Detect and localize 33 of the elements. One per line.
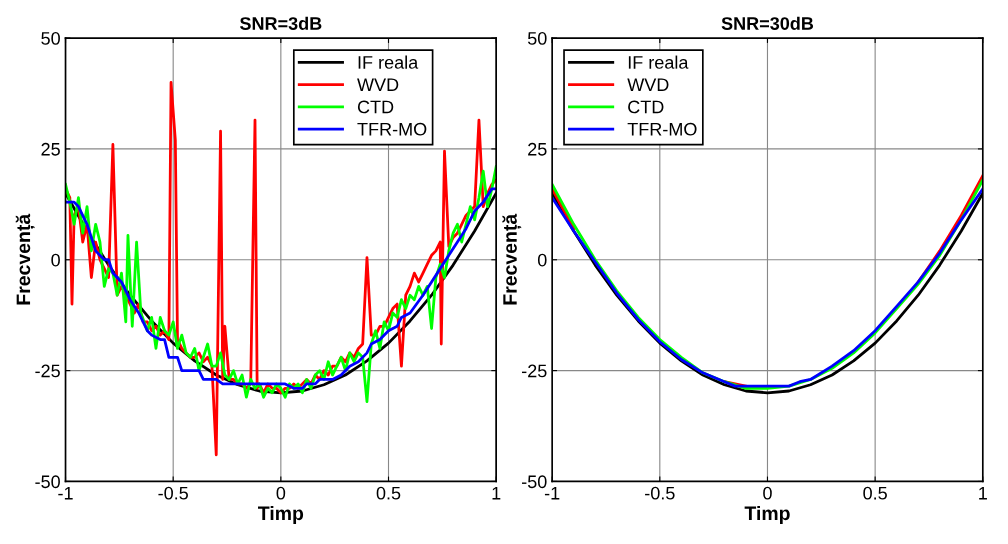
- y-tick-label: 0: [51, 253, 60, 267]
- y-tick-label: 0: [537, 253, 547, 267]
- x-tick-label: -1: [58, 486, 73, 500]
- legend-label: CTD: [628, 100, 664, 114]
- chart-title: SNR=3dB: [239, 16, 322, 30]
- legend-label: WVD: [357, 78, 399, 91]
- x-tick-label: 0: [763, 486, 772, 500]
- x-tick-label: 1: [492, 486, 501, 500]
- legend-label: TFR-MO: [627, 122, 697, 136]
- x-tick-label: 0.5: [376, 486, 401, 500]
- legend-label: IF reala: [628, 55, 689, 69]
- legend-label: WVD: [627, 78, 669, 91]
- y-tick-label: 50: [527, 32, 547, 45]
- y-tick-label: -25: [522, 364, 547, 378]
- y-axis-title: Frecvență: [502, 213, 522, 305]
- x-tick-label: -0.5: [158, 486, 188, 500]
- y-tick-label: -25: [35, 364, 60, 378]
- x-tick-label: -0.5: [645, 486, 675, 500]
- y-tick-label: 25: [528, 142, 547, 156]
- x-tick-label: 0: [276, 486, 286, 500]
- y-tick-label: 50: [41, 32, 60, 45]
- legend-label: CTD: [357, 100, 394, 114]
- y-tick-label: 25: [41, 142, 60, 156]
- chart-title: SNR=30dB: [721, 16, 814, 30]
- legend-label: TFR-MO: [357, 122, 427, 136]
- x-axis-title: Timp: [744, 505, 790, 525]
- legend-label: IF reala: [358, 55, 419, 69]
- y-axis-title: Frecvență: [15, 213, 35, 305]
- x-tick-label: 1: [979, 486, 987, 500]
- y-tick-label: -50: [35, 475, 60, 489]
- x-tick-label: 0.5: [863, 486, 887, 500]
- x-axis-title: Timp: [258, 505, 304, 525]
- y-tick-label: -50: [522, 475, 547, 489]
